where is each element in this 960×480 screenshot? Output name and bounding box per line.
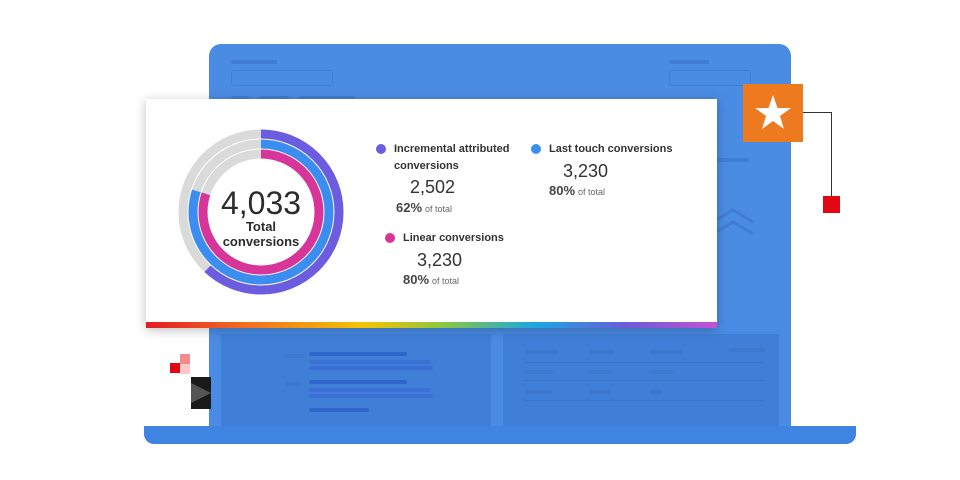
metric-linear-label: Linear conversions	[403, 232, 504, 244]
bg-bar	[309, 352, 407, 356]
legend-dot-last-touch	[531, 144, 541, 154]
bg-table-header	[525, 350, 559, 354]
metric-incremental-pct: 62% of total	[396, 200, 453, 215]
bg-table-cell	[589, 390, 611, 394]
metric-last-touch-value: 3,230	[563, 161, 609, 181]
red-square-marker	[823, 196, 840, 213]
metric-incremental-value: 2,502	[410, 177, 456, 197]
metric-last-touch-label: Last touch conversions	[549, 143, 673, 155]
bg-bar	[309, 394, 433, 398]
bg-bar	[309, 388, 431, 392]
total-conversions-value: 4,033	[220, 185, 302, 221]
donut-ring-1	[188, 139, 334, 285]
bg-tab	[259, 96, 289, 100]
bg-bar-label	[285, 382, 301, 386]
bg-table-divider	[524, 380, 764, 381]
metric-linear-value: 3,230	[417, 250, 463, 270]
bg-date-label	[669, 60, 709, 64]
decor-pixel	[180, 354, 190, 364]
star-icon	[755, 95, 791, 129]
laptop-base	[144, 426, 856, 444]
bg-bar	[309, 366, 433, 370]
bg-table-cell	[525, 370, 553, 374]
bg-bar-label	[285, 354, 305, 358]
donut-ring-0	[178, 129, 344, 295]
bg-table-cell	[589, 370, 611, 374]
star-badge	[743, 84, 803, 142]
legend-dot-linear	[385, 233, 395, 243]
metric-last-touch-pct: 80% of total	[549, 183, 606, 198]
bg-table-divider	[524, 362, 764, 363]
bg-tab	[231, 96, 249, 100]
metric-incremental-label: Incremental attributed conversions	[394, 143, 510, 172]
bg-bar	[309, 360, 431, 364]
bg-table-header	[729, 348, 765, 352]
bg-table-cell	[649, 390, 663, 394]
conversions-card: 4,033 Total conversions Incremental attr…	[146, 99, 717, 328]
bg-tab	[299, 96, 355, 100]
bg-bar	[309, 408, 369, 412]
bg-table-cell	[649, 370, 673, 374]
bg-side-label	[709, 158, 749, 162]
bg-dropdown	[231, 70, 333, 86]
rainbow-bar	[146, 322, 717, 328]
background-dashboard	[209, 44, 791, 430]
bg-bar	[309, 380, 407, 384]
bg-label	[231, 60, 277, 64]
bg-table-header	[589, 350, 615, 354]
conversions-donut-chart	[178, 129, 344, 295]
bg-table-divider	[524, 400, 764, 401]
metric-linear-pct: 80% of total	[403, 272, 460, 287]
legend-dot-incremental	[376, 144, 386, 154]
bg-table-cell	[525, 390, 553, 394]
connector-line	[803, 112, 832, 201]
decor-pixel	[170, 363, 180, 373]
bg-chevron-icon	[712, 208, 754, 236]
bg-date-range	[669, 70, 751, 86]
total-conversions-label: Total conversions	[222, 219, 300, 249]
bg-table-header	[649, 350, 683, 354]
decor-pixel	[180, 364, 190, 374]
decor-chevron-icon	[191, 383, 211, 403]
donut-ring-2	[198, 149, 324, 275]
